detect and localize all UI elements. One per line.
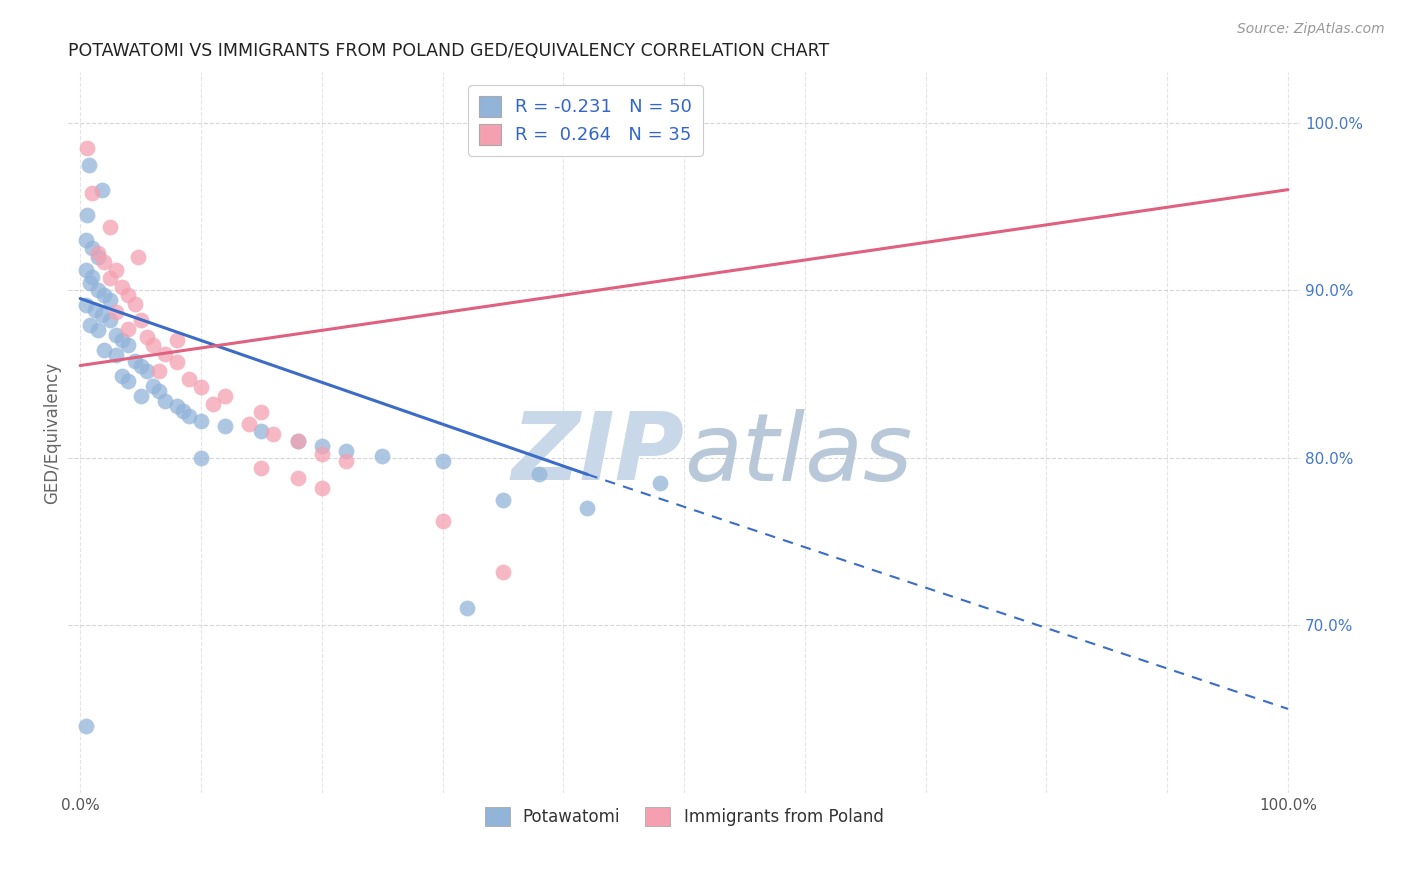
Point	[105, 328, 128, 343]
Point	[648, 475, 671, 490]
Point	[98, 271, 121, 285]
Point	[148, 363, 170, 377]
Point	[311, 481, 333, 495]
Point	[190, 414, 212, 428]
Point	[250, 460, 273, 475]
Point	[105, 305, 128, 319]
Point	[287, 471, 309, 485]
Point	[124, 296, 146, 310]
Point	[135, 363, 157, 377]
Point	[87, 250, 110, 264]
Point	[214, 418, 236, 433]
Point	[124, 353, 146, 368]
Point	[111, 368, 134, 383]
Point	[117, 338, 139, 352]
Point	[93, 343, 115, 358]
Point	[82, 241, 104, 255]
Point	[76, 208, 98, 222]
Point	[76, 141, 98, 155]
Point	[117, 321, 139, 335]
Point	[190, 450, 212, 465]
Point	[83, 303, 105, 318]
Point	[75, 298, 97, 312]
Point	[82, 186, 104, 200]
Point	[190, 380, 212, 394]
Point	[135, 330, 157, 344]
Y-axis label: GED/Equivalency: GED/Equivalency	[44, 361, 60, 504]
Point	[129, 313, 152, 327]
Text: Source: ZipAtlas.com: Source: ZipAtlas.com	[1237, 22, 1385, 37]
Point	[98, 219, 121, 234]
Text: atlas: atlas	[685, 409, 912, 500]
Point	[153, 347, 176, 361]
Text: POTAWATOMI VS IMMIGRANTS FROM POLAND GED/EQUIVALENCY CORRELATION CHART: POTAWATOMI VS IMMIGRANTS FROM POLAND GED…	[67, 42, 830, 60]
Point	[117, 374, 139, 388]
Point	[166, 399, 188, 413]
Point	[492, 565, 515, 579]
Point	[202, 397, 225, 411]
Point	[87, 283, 110, 297]
Point	[214, 389, 236, 403]
Point	[75, 719, 97, 733]
Point	[87, 246, 110, 260]
Point	[98, 293, 121, 308]
Point	[166, 334, 188, 348]
Point	[111, 334, 134, 348]
Point	[456, 601, 478, 615]
Point	[250, 424, 273, 438]
Point	[87, 323, 110, 337]
Point	[129, 359, 152, 373]
Point	[111, 280, 134, 294]
Point	[262, 427, 284, 442]
Point	[105, 349, 128, 363]
Point	[142, 378, 165, 392]
Point	[98, 313, 121, 327]
Point	[105, 263, 128, 277]
Point	[79, 318, 101, 333]
Point	[77, 157, 100, 171]
Point	[335, 454, 357, 468]
Text: ZIP: ZIP	[512, 409, 685, 500]
Point	[287, 434, 309, 448]
Point	[432, 454, 454, 468]
Point	[117, 288, 139, 302]
Point	[177, 372, 200, 386]
Point	[90, 308, 112, 322]
Point	[238, 417, 260, 432]
Point	[148, 384, 170, 398]
Point	[172, 404, 194, 418]
Point	[576, 500, 599, 515]
Point	[432, 514, 454, 528]
Point	[142, 338, 165, 352]
Point	[79, 277, 101, 291]
Point	[129, 389, 152, 403]
Point	[311, 439, 333, 453]
Point	[335, 444, 357, 458]
Point	[287, 434, 309, 448]
Point	[177, 409, 200, 423]
Point	[166, 355, 188, 369]
Point	[93, 254, 115, 268]
Point	[492, 492, 515, 507]
Legend: Potawatomi, Immigrants from Poland: Potawatomi, Immigrants from Poland	[477, 799, 891, 835]
Point	[75, 233, 97, 247]
Point	[371, 449, 394, 463]
Point	[75, 263, 97, 277]
Point	[527, 467, 550, 482]
Point	[90, 183, 112, 197]
Point	[127, 250, 149, 264]
Point	[82, 269, 104, 284]
Point	[250, 405, 273, 419]
Point	[153, 393, 176, 408]
Point	[311, 447, 333, 461]
Point	[93, 288, 115, 302]
